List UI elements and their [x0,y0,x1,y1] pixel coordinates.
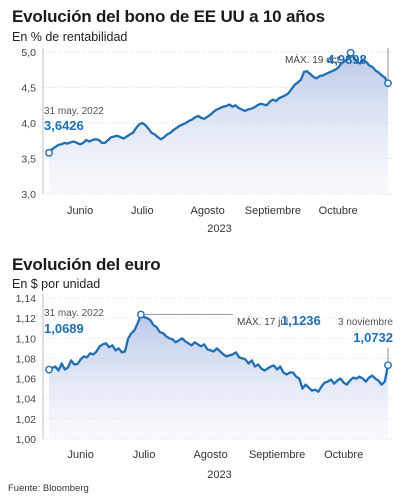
bond-y-tick-label: 3,5 [21,154,36,166]
euro-start-point [45,365,53,374]
bond-last-value: 4,56 [368,44,393,45]
euro-y-tick-label: 1,00 [16,434,37,446]
euro-max-value: 1,1236 [281,313,321,328]
euro-series-line [48,313,390,393]
bond-y-tick-label: 4,0 [21,118,36,130]
euro-y-tick-label: 1,06 [16,374,37,386]
euro-start-value: 1,0689 [44,321,84,336]
bond-start-date: 31 may. 2022 [44,106,104,117]
bond-last-point [384,79,392,88]
euro-area [49,314,388,439]
chart1-title: Evolución del bono de EE UU a 10 años [12,7,325,26]
euro-y-tick-label: 1,04 [16,394,37,406]
bond-start-point [45,148,53,157]
chart2-title: Evolución del euro [12,255,161,274]
euro-month-label: Octubre [324,449,363,461]
source-note: Fuente: Bloomberg [8,483,89,494]
bond-area [49,52,388,195]
bond-month-label: Julio [131,205,154,217]
bond-max-value: 4,9898 [327,52,367,67]
euro-month-label: Junio [68,449,94,461]
chart2-subtitle: En $ por unidad [12,277,101,291]
bond-month-label: Agosto [190,205,224,217]
bond-max-point [346,48,355,57]
euro-last-point [384,361,392,370]
euro-max-point [136,310,145,319]
bond-month-label: Septiembre [245,205,301,217]
euro-start-date: 31 may. 2022 [44,308,104,319]
bond-year-label: 2023 [207,223,231,235]
euro-year-label: 2023 [207,469,231,481]
euro-last-value: 1,0732 [353,330,393,345]
bond-start-value: 3,6426 [44,118,84,133]
chart1-subtitle: En % de rentabilidad [12,30,128,44]
bond-y-tick-label: 5,0 [21,47,36,59]
euro-y-tick-label: 1,08 [16,353,37,365]
euro-max-label: MÁX. 17 jul. [237,315,291,328]
bond-month-label: Junio [67,205,93,217]
euro-y-tick-label: 1,02 [16,414,37,426]
euro-y-tick-label: 1,12 [16,313,37,325]
bond-max-label: MÁX. 19 oct. [285,53,342,66]
euro-month-label: Julio [133,449,156,461]
bond-month-label: Octubre [319,205,358,217]
euro-y-tick-label: 1,14 [16,293,37,305]
bond-y-tick-label: 3,0 [21,189,36,201]
bond-series-line [48,51,390,154]
bond-y-tick-label: 4,5 [21,83,36,95]
euro-month-label: Agosto [193,449,227,461]
euro-y-tick-label: 1,10 [16,333,37,345]
euro-dollar-chart: 1,14 1,12 1,10 1,08 1,06 1,04 1,02 1,00 31 may. … [16,293,394,481]
euro-month-label: Septiembre [249,449,305,461]
euro-last-date: 3 noviembre [338,317,393,328]
